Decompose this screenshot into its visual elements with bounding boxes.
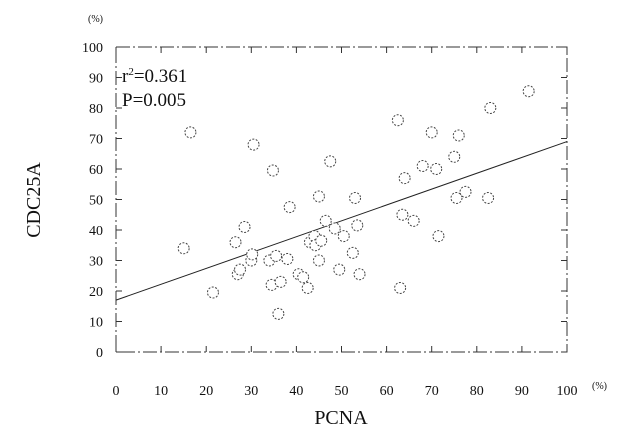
- data-point: [349, 191, 362, 204]
- data-point: [281, 252, 294, 265]
- data-point: [391, 114, 404, 127]
- data-point: [274, 275, 287, 288]
- y-tick-label: 0: [96, 346, 103, 361]
- data-point: [333, 263, 346, 276]
- x-axis-tick-labels: 0 10 20 30 40 50 60 70 80 90 100: [113, 384, 578, 399]
- y-tick-label: 90: [89, 72, 103, 87]
- x-axis-ticks: [115, 47, 568, 352]
- y-tick-label: 70: [89, 133, 103, 148]
- x-tick-label: 70: [425, 384, 439, 399]
- x-tick-label: 90: [515, 384, 529, 399]
- data-point: [396, 208, 409, 221]
- data-point: [425, 126, 438, 139]
- data-point: [324, 155, 337, 168]
- x-axis-title: PCNA: [314, 407, 368, 429]
- data-point: [312, 254, 325, 267]
- data-point: [301, 281, 314, 294]
- data-point: [482, 191, 495, 204]
- y-axis-unit: (%): [88, 14, 103, 25]
- data-point: [328, 222, 341, 235]
- data-point: [297, 271, 310, 284]
- y-tick-label: 60: [89, 163, 103, 178]
- data-point: [522, 85, 535, 98]
- data-point: [432, 230, 445, 243]
- data-point: [407, 214, 420, 227]
- y-axis-tick-labels: 0 10 20 30 40 50 60 70 80 90 100: [82, 41, 103, 361]
- y-tick-label: 30: [89, 255, 103, 270]
- y-tick-label: 20: [89, 285, 103, 300]
- data-point: [337, 230, 350, 243]
- data-point: [247, 138, 260, 151]
- y-tick-label: 10: [89, 316, 103, 331]
- data-point: [484, 102, 497, 114]
- y-tick-label: 100: [82, 41, 103, 56]
- data-point: [353, 268, 366, 281]
- data-point: [346, 246, 359, 259]
- x-tick-label: 50: [335, 384, 349, 399]
- data-point: [394, 281, 407, 294]
- data-point: [319, 214, 332, 227]
- y-axis-title: CDC25A: [23, 162, 45, 238]
- data-point: [459, 185, 472, 198]
- y-axis-ticks: [116, 46, 567, 353]
- data-point: [184, 126, 197, 139]
- x-tick-label: 80: [470, 384, 484, 399]
- data-point: [234, 263, 247, 276]
- data-point: [315, 234, 328, 247]
- data-point: [283, 201, 296, 214]
- data-point: [272, 307, 285, 320]
- data-point: [430, 163, 443, 175]
- r-squared-annotation: r2=0.361: [122, 66, 187, 87]
- p-value-annotation: P=0.005: [122, 90, 186, 111]
- regression-line: [115, 141, 568, 301]
- x-tick-label: 100: [557, 384, 578, 399]
- data-point: [448, 150, 461, 163]
- data-point: [270, 249, 283, 262]
- data-point: [229, 236, 242, 249]
- data-point: [206, 286, 219, 299]
- data-points: [177, 85, 535, 320]
- x-tick-label: 0: [113, 384, 120, 399]
- data-point: [246, 248, 259, 261]
- data-point: [238, 220, 251, 233]
- data-point: [312, 190, 325, 203]
- x-tick-label: 20: [199, 384, 213, 399]
- x-tick-label: 60: [380, 384, 394, 399]
- data-point: [416, 159, 429, 172]
- data-point: [398, 172, 411, 185]
- x-tick-label: 30: [244, 384, 258, 399]
- y-tick-label: 40: [89, 224, 103, 239]
- y-tick-label: 80: [89, 102, 103, 117]
- x-axis-unit: (%): [592, 381, 607, 392]
- data-point: [450, 191, 463, 204]
- data-point: [351, 219, 364, 232]
- y-tick-label: 50: [89, 194, 103, 209]
- x-tick-label: 10: [154, 384, 168, 399]
- data-point: [452, 129, 465, 142]
- data-point: [266, 164, 279, 177]
- data-point: [177, 242, 190, 255]
- x-tick-label: 40: [289, 384, 303, 399]
